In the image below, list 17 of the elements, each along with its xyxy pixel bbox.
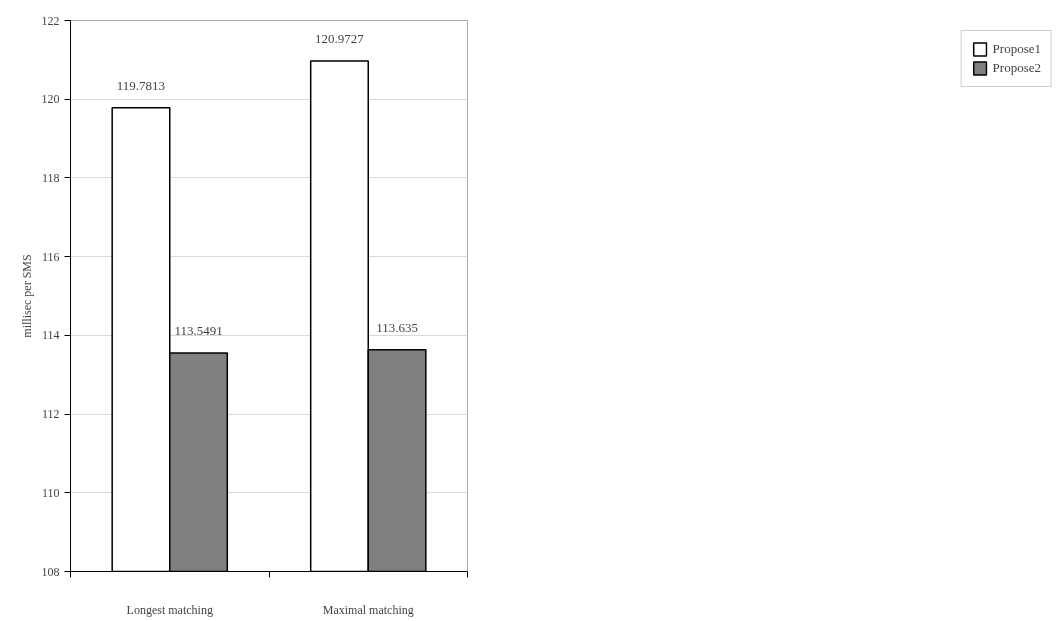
data-label: 113.5491 xyxy=(174,323,223,339)
y-tick-label: 118 xyxy=(41,170,60,185)
data-label: 113.635 xyxy=(376,319,418,335)
y-tick-label: 122 xyxy=(41,13,60,28)
x-tick-label: Longest matching xyxy=(126,602,213,617)
y-tick-label: 110 xyxy=(41,485,60,500)
data-label: 120.9727 xyxy=(315,30,365,46)
y-tick-label: 114 xyxy=(41,328,60,343)
y-axis-title: millisec per SMS xyxy=(19,254,34,338)
data-label: 119.7813 xyxy=(116,77,166,93)
y-tick-label: 116 xyxy=(41,249,60,264)
y-tick-label: 108 xyxy=(41,564,60,579)
legend-label: Propose2 xyxy=(992,60,1041,76)
legend-label: Propose1 xyxy=(992,41,1041,57)
x-tick-label: Maximal matching xyxy=(322,602,414,617)
y-tick-label: 112 xyxy=(41,407,60,422)
y-tick-label: 120 xyxy=(41,92,60,107)
